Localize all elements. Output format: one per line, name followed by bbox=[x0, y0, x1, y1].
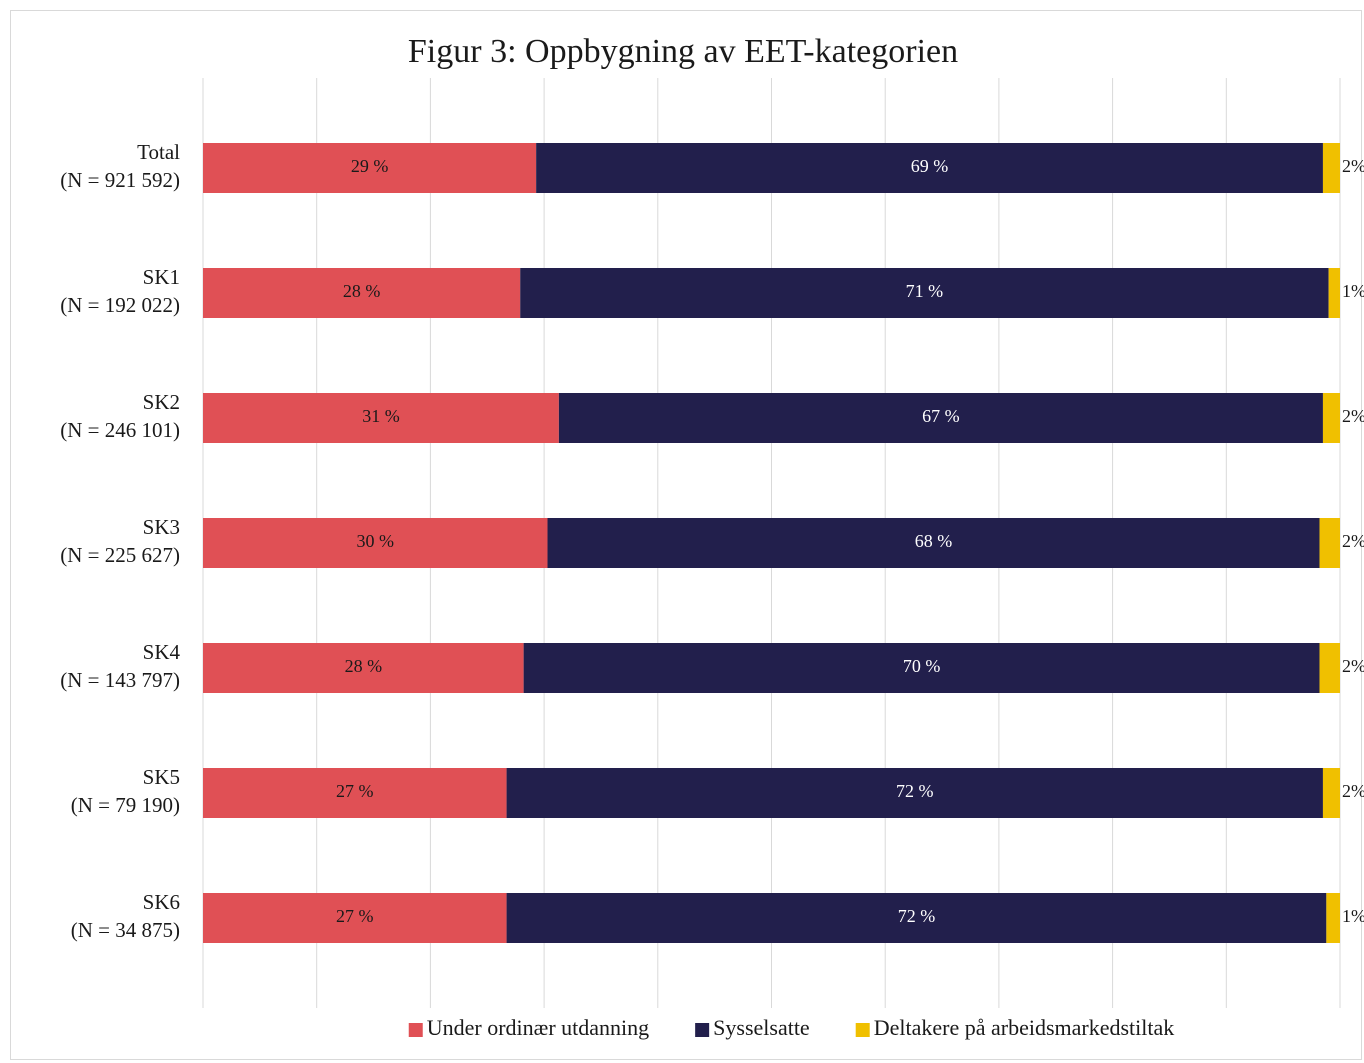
legend-swatch bbox=[695, 1023, 710, 1037]
value-label: 29 % bbox=[351, 156, 389, 176]
bar-segment bbox=[1319, 643, 1340, 693]
legend-swatch bbox=[408, 1023, 423, 1037]
bar-segment bbox=[203, 518, 548, 568]
value-label: 31 % bbox=[362, 406, 400, 426]
y-tick-label: (N = 246 101) bbox=[60, 418, 180, 442]
bar-segment bbox=[1319, 518, 1340, 568]
bar-segment bbox=[547, 518, 1320, 568]
bar-segment bbox=[1322, 393, 1340, 443]
bar-segment bbox=[558, 393, 1323, 443]
bar-segment bbox=[506, 893, 1327, 943]
bar-segment bbox=[536, 143, 1323, 193]
bar-segment bbox=[1322, 768, 1340, 818]
value-label: 70 % bbox=[903, 656, 941, 676]
legend-swatch bbox=[855, 1023, 870, 1037]
y-tick-label: (N = 79 190) bbox=[71, 793, 180, 817]
value-label: 68 % bbox=[915, 531, 953, 551]
value-label: 2% bbox=[1342, 156, 1364, 176]
y-tick-label: SK4 bbox=[143, 640, 181, 664]
value-label: 69 % bbox=[911, 156, 949, 176]
y-tick-label: (N = 921 592) bbox=[60, 168, 180, 192]
value-label: 28 % bbox=[343, 281, 381, 301]
chart-title: Figur 3: Oppbygning av EET-kategorien bbox=[408, 33, 958, 70]
y-tick-label: SK2 bbox=[143, 390, 180, 414]
value-label: 72 % bbox=[898, 906, 936, 926]
bar-segment bbox=[1322, 143, 1340, 193]
y-tick-label: (N = 34 875) bbox=[71, 918, 180, 942]
bar-segment bbox=[1328, 268, 1340, 318]
bar-segment bbox=[523, 643, 1320, 693]
bar-segment bbox=[203, 393, 559, 443]
value-label: 27 % bbox=[336, 906, 374, 926]
y-tick-label: SK6 bbox=[143, 890, 180, 914]
legend: Under ordinær utdanning Sysselsatte Deltak… bbox=[408, 1015, 1175, 1040]
value-label: 30 % bbox=[357, 531, 395, 551]
bar-segment bbox=[506, 768, 1323, 818]
value-label: 2% bbox=[1342, 406, 1364, 426]
value-label: 72 % bbox=[896, 781, 934, 801]
y-tick-label: SK3 bbox=[143, 515, 180, 539]
legend-label: Deltakere på arbeidsmarkedstiltak bbox=[874, 1015, 1175, 1040]
legend-label: Under ordinær utdanning bbox=[427, 1015, 649, 1040]
bar-segment bbox=[203, 643, 524, 693]
value-label: 28 % bbox=[345, 656, 383, 676]
y-tick-label: SK1 bbox=[143, 265, 180, 289]
value-label: 2% bbox=[1342, 781, 1364, 801]
y-tick-label: (N = 143 797) bbox=[60, 668, 180, 692]
bar-segment bbox=[1326, 893, 1340, 943]
bar-segment bbox=[203, 893, 507, 943]
y-tick-label: (N = 192 022) bbox=[60, 293, 180, 317]
bar-segment bbox=[203, 768, 507, 818]
value-label: 1% bbox=[1342, 906, 1364, 926]
value-label: 2% bbox=[1342, 531, 1364, 551]
bar-segment bbox=[203, 268, 521, 318]
value-label: 67 % bbox=[922, 406, 960, 426]
value-label: 27 % bbox=[336, 781, 374, 801]
y-tick-label: (N = 225 627) bbox=[60, 543, 180, 567]
value-label: 2% bbox=[1342, 656, 1364, 676]
value-label: 1% bbox=[1342, 281, 1364, 301]
y-tick-label: Total bbox=[137, 140, 180, 164]
bar-segment bbox=[520, 268, 1329, 318]
bar-segment bbox=[203, 143, 537, 193]
value-label: 71 % bbox=[906, 281, 944, 301]
legend-label: Sysselsatte bbox=[713, 1015, 810, 1040]
y-tick-label: SK5 bbox=[143, 765, 180, 789]
